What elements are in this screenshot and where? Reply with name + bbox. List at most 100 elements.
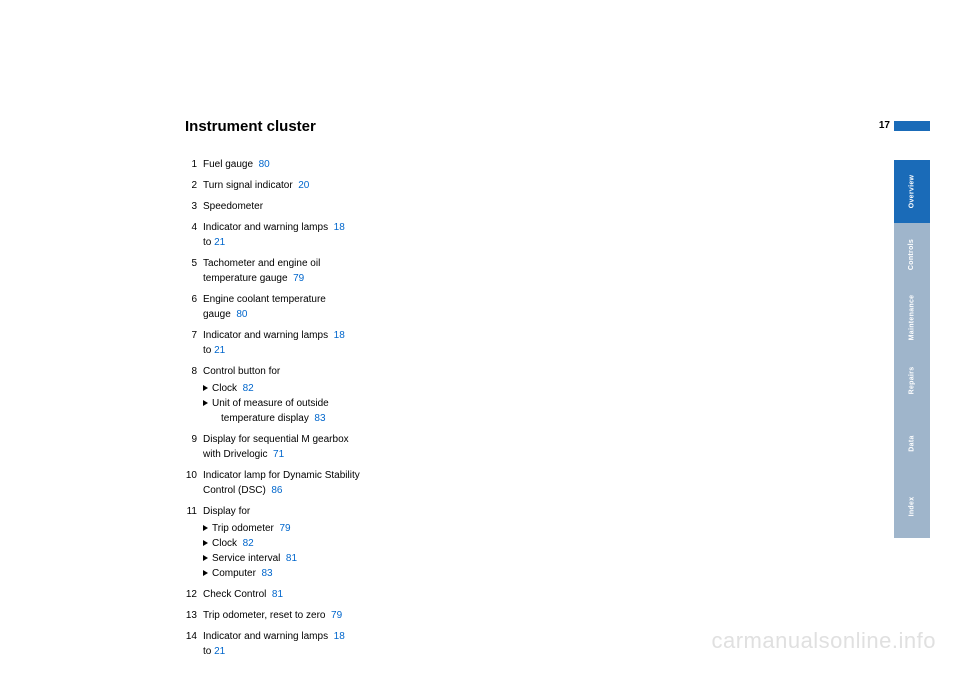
page-ref[interactable]: 82 (243, 538, 254, 549)
list-item-line: Control button for (203, 364, 445, 379)
list-item-line: to 21 (203, 644, 445, 659)
list-item: 4Indicator and warning lamps 18to 21 (185, 220, 445, 250)
list-item-text: Display for sequential M gearboxwith Dri… (203, 432, 445, 462)
list-item-line: Indicator and warning lamps 18 (203, 220, 445, 235)
callout-list: 1Fuel gauge 80 2Turn signal indicator 20 3… (185, 157, 445, 659)
list-item: 14Indicator and warning lamps 18to 21 (185, 629, 445, 659)
list-item: 11Display forTrip odometer 79Clock 82Ser… (185, 504, 445, 581)
list-item-text-span: gauge (203, 309, 231, 320)
tab-label: Repairs (909, 367, 916, 395)
list-item-line: to 21 (203, 235, 445, 250)
page-ref[interactable]: 21 (214, 345, 225, 356)
page-ref[interactable]: 80 (259, 159, 270, 170)
page-ref[interactable]: 21 (214, 646, 225, 657)
list-item: 9Display for sequential M gearboxwith Dr… (185, 432, 445, 462)
list-item: 3Speedometer (185, 199, 445, 214)
sub-item-body: Trip odometer 79 (212, 521, 291, 536)
sub-item-line: Computer 83 (212, 566, 273, 581)
triangle-icon (203, 555, 208, 561)
list-item-text: Check Control 81 (203, 587, 445, 602)
list-item-text-span: Display for (203, 506, 250, 517)
page-ref[interactable]: 79 (279, 523, 290, 534)
list-item-line: Display for sequential M gearbox (203, 432, 445, 447)
sub-item: Computer 83 (203, 566, 445, 581)
list-item-text-span: Indicator lamp for Dynamic Stability (203, 470, 360, 481)
tab-repairs[interactable]: Repairs (894, 349, 930, 412)
sub-item: Clock 82 (203, 381, 445, 396)
page-ref[interactable]: 79 (293, 273, 304, 284)
tab-index[interactable]: Index (894, 475, 930, 538)
list-item-line: temperature gauge 79 (203, 271, 445, 286)
sub-item-body: Service interval 81 (212, 551, 297, 566)
page-ref[interactable]: 81 (272, 589, 283, 600)
list-item-number: 10 (185, 468, 203, 498)
list-item-text-span: Tachometer and engine oil (203, 258, 320, 269)
list-item-number: 8 (185, 364, 203, 426)
list-item-number: 14 (185, 629, 203, 659)
sub-item-text: temperature display (221, 413, 309, 424)
list-item-text-span: Control (DSC) (203, 485, 266, 496)
list-item-text: Indicator and warning lamps 18to 21 (203, 629, 445, 659)
list-item-text-span: Indicator and warning lamps (203, 330, 328, 341)
list-item-text-span: to (203, 237, 214, 248)
sub-item-body: Clock 82 (212, 381, 254, 396)
page-ref[interactable]: 20 (298, 180, 309, 191)
list-item-number: 4 (185, 220, 203, 250)
list-item: 1Fuel gauge 80 (185, 157, 445, 172)
list-item-line: Turn signal indicator 20 (203, 178, 445, 193)
list-item: 7Indicator and warning lamps 18to 21 (185, 328, 445, 358)
page-ref[interactable]: 83 (314, 413, 325, 424)
list-item-text: Speedometer (203, 199, 445, 214)
list-item-text-span: Turn signal indicator (203, 180, 293, 191)
list-item-text-span: Fuel gauge (203, 159, 253, 170)
list-item-number: 1 (185, 157, 203, 172)
tab-label: Index (908, 497, 915, 517)
list-item: 2Turn signal indicator 20 (185, 178, 445, 193)
list-item: 5Tachometer and engine oiltemperature ga… (185, 256, 445, 286)
list-item-line: Tachometer and engine oil (203, 256, 445, 271)
page-ref[interactable]: 81 (286, 553, 297, 564)
page-ref[interactable]: 83 (261, 568, 272, 579)
page-ref[interactable]: 18 (334, 222, 345, 233)
triangle-icon (203, 540, 208, 546)
list-item-text-span: Control button for (203, 366, 280, 377)
sub-item-line: Trip odometer 79 (212, 521, 291, 536)
sub-item-text: Trip odometer (212, 523, 274, 534)
tab-maintenance[interactable]: Maintenance (894, 286, 930, 349)
list-item-line: Trip odometer, reset to zero 79 (203, 608, 445, 623)
list-item-text: Indicator and warning lamps 18to 21 (203, 220, 445, 250)
page-ref[interactable]: 82 (243, 383, 254, 394)
list-item-text-span: temperature gauge (203, 273, 288, 284)
page-ref[interactable]: 18 (334, 330, 345, 341)
list-item-text-span: to (203, 345, 214, 356)
list-item-number: 11 (185, 504, 203, 581)
sub-item-line: Clock 82 (212, 536, 254, 551)
list-item-line: Fuel gauge 80 (203, 157, 445, 172)
tab-overview[interactable]: Overview (894, 160, 930, 223)
list-item-text: Trip odometer, reset to zero 79 (203, 608, 445, 623)
sub-item-body: Computer 83 (212, 566, 273, 581)
sub-item-body: Unit of measure of outsidetemperature di… (212, 396, 329, 426)
list-item-text-span: to (203, 646, 214, 657)
page-ref[interactable]: 18 (334, 631, 345, 642)
tab-controls[interactable]: Controls (894, 223, 930, 286)
page-ref[interactable]: 80 (236, 309, 247, 320)
tab-label: Overview (909, 175, 916, 209)
sub-list: Trip odometer 79Clock 82Service interval… (203, 521, 445, 581)
tab-data[interactable]: Data (894, 412, 930, 475)
tab-label: Maintenance (909, 295, 916, 341)
list-item-text: Indicator and warning lamps 18 to 21 (203, 328, 445, 358)
page-ref[interactable]: 71 (273, 449, 284, 460)
page-ref[interactable]: 79 (331, 610, 342, 621)
list-item-line: Display for (203, 504, 445, 519)
list-item-text-span: Trip odometer, reset to zero (203, 610, 325, 621)
page-ref[interactable]: 21 (214, 237, 225, 248)
list-item-text-span: Engine coolant temperature (203, 294, 326, 305)
page-ref[interactable]: 86 (271, 485, 282, 496)
sub-item-body: Clock 82 (212, 536, 254, 551)
list-item-line: Control (DSC) 86 (203, 483, 445, 498)
list-item-text: Fuel gauge 80 (203, 157, 445, 172)
sub-item-text: Clock (212, 538, 237, 549)
sub-item: Trip odometer 79 (203, 521, 445, 536)
list-item: 8Control button for Clock 82Unit of measu… (185, 364, 445, 426)
